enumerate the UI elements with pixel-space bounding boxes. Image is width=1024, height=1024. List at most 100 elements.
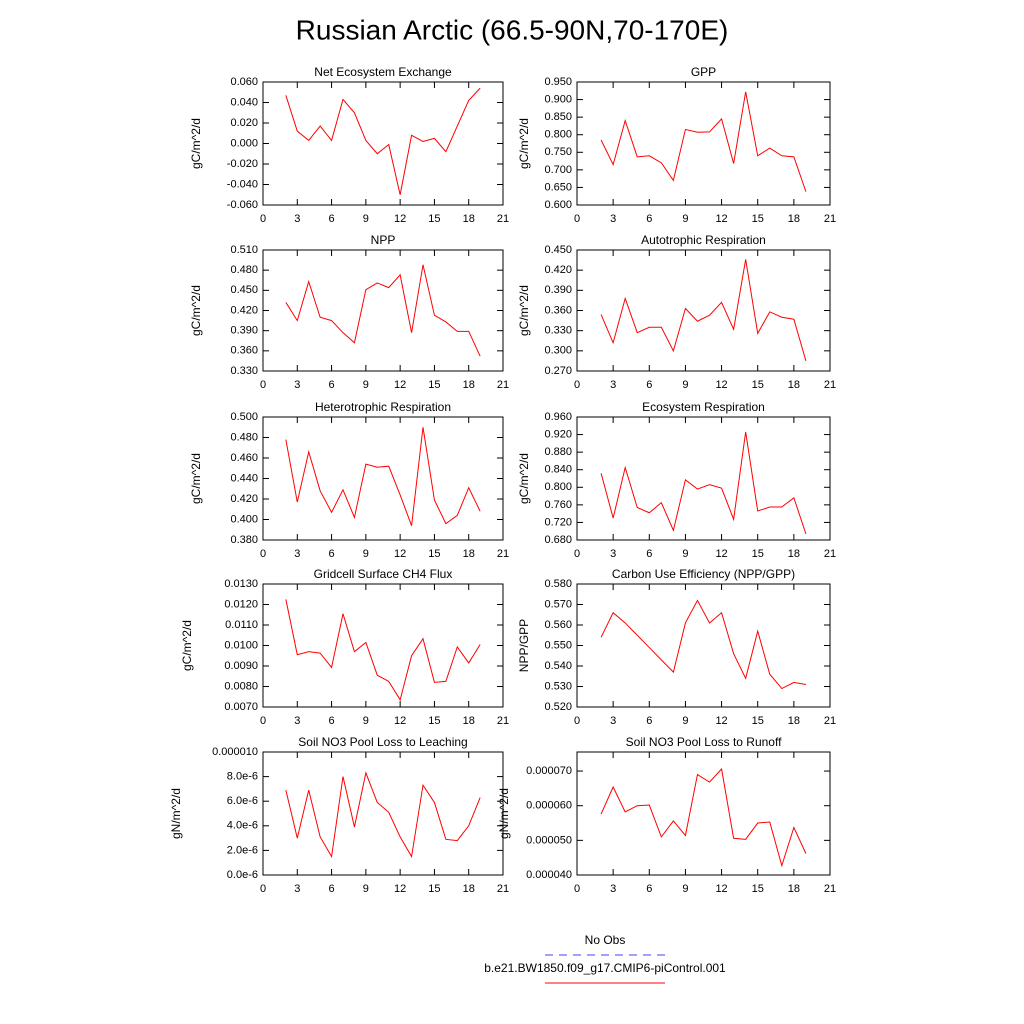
plot-frame	[262, 416, 504, 541]
y-axis-label: gC/m^2/d	[517, 285, 531, 336]
x-tick-label: 6	[329, 379, 335, 391]
y-tick-label: 0.580	[544, 578, 572, 590]
y-axis-label: gC/m^2/d	[517, 453, 531, 504]
y-tick-label: 0.460	[230, 452, 258, 464]
y-tick-label: 0.390	[230, 325, 258, 337]
plot-frame	[576, 751, 831, 876]
legend-label: b.e21.BW1850.f09_g17.CMIP6-piControl.001	[484, 961, 726, 975]
x-tick-label: 9	[682, 715, 688, 727]
y-tick-label: -0.060	[227, 199, 258, 211]
x-tick-label: 21	[497, 883, 509, 895]
x-tick-label: 6	[646, 548, 652, 560]
x-tick-label: 18	[788, 213, 800, 225]
y-tick-label: 0.0070	[224, 701, 258, 713]
panel-title: Net Ecosystem Exchange	[314, 65, 452, 79]
x-tick-label: 21	[824, 548, 836, 560]
y-tick-label: 0.300	[544, 345, 572, 357]
plot-frame	[576, 81, 831, 206]
y-tick-label: 0.360	[544, 304, 572, 316]
x-tick-label: 18	[463, 548, 475, 560]
data-line	[600, 91, 807, 192]
x-tick-label: 6	[329, 548, 335, 560]
x-tick-label: 21	[497, 715, 509, 727]
y-tick-label: 0.330	[230, 365, 258, 377]
y-tick-label: 0.0080	[224, 680, 258, 692]
x-tick-label: 12	[715, 379, 727, 391]
plot-frame	[262, 583, 504, 708]
y-axis-label: gC/m^2/d	[189, 118, 203, 169]
x-tick-label: 18	[463, 715, 475, 727]
x-tick-label: 12	[394, 548, 406, 560]
y-tick-label: 0.330	[544, 325, 572, 337]
y-tick-label: 0.400	[230, 513, 258, 525]
x-tick-label: 12	[394, 883, 406, 895]
y-tick-label: 0.000050	[526, 834, 572, 846]
x-tick-label: 6	[329, 715, 335, 727]
x-tick-label: 12	[394, 213, 406, 225]
y-tick-label: 0.520	[544, 701, 572, 713]
x-tick-label: 12	[715, 883, 727, 895]
x-tick-label: 3	[294, 213, 300, 225]
y-tick-label: 0.680	[544, 534, 572, 546]
y-tick-label: -0.020	[227, 158, 258, 170]
y-tick-label: 0.420	[544, 264, 572, 276]
x-tick-label: 21	[497, 548, 509, 560]
x-tick-label: 21	[824, 883, 836, 895]
main-title: Russian Arctic (66.5-90N,70-170E)	[296, 14, 729, 45]
x-tick-label: 9	[682, 379, 688, 391]
y-axis-label: gN/m^2/d	[497, 788, 511, 839]
y-tick-label: 0.020	[230, 117, 258, 129]
x-tick-label: 0	[260, 548, 266, 560]
y-tick-label: 0.800	[544, 129, 572, 141]
y-tick-label: 0.880	[544, 446, 572, 458]
legend-label: No Obs	[585, 933, 626, 947]
y-tick-label: 8.0e-6	[227, 771, 258, 783]
x-tick-label: 15	[428, 379, 440, 391]
x-tick-label: 3	[294, 883, 300, 895]
x-tick-label: 3	[294, 715, 300, 727]
x-tick-label: 9	[363, 379, 369, 391]
y-tick-label: 0.0110	[225, 619, 258, 631]
y-axis-label: gC/m^2/d	[189, 285, 203, 336]
x-tick-label: 18	[788, 715, 800, 727]
y-tick-label: 0.440	[230, 472, 258, 484]
y-tick-label: 0.000010	[212, 746, 258, 758]
x-tick-label: 12	[394, 379, 406, 391]
x-tick-label: 21	[824, 715, 836, 727]
plot-frame	[262, 751, 504, 876]
y-tick-label: 0.380	[230, 534, 258, 546]
data-line	[285, 771, 481, 859]
x-tick-label: 15	[428, 213, 440, 225]
x-tick-label: 12	[715, 715, 727, 727]
x-tick-label: 3	[610, 379, 616, 391]
x-tick-label: 18	[788, 883, 800, 895]
y-tick-label: 0.0100	[224, 639, 258, 651]
plot-frame	[576, 416, 831, 541]
x-tick-label: 0	[260, 379, 266, 391]
data-line	[285, 264, 481, 357]
x-tick-label: 15	[752, 548, 764, 560]
y-tick-label: 0.550	[544, 639, 572, 651]
data-line	[285, 87, 481, 195]
x-tick-label: 9	[363, 548, 369, 560]
x-tick-label: 9	[682, 883, 688, 895]
x-tick-label: 0	[260, 715, 266, 727]
x-tick-label: 15	[752, 213, 764, 225]
x-tick-label: 6	[646, 715, 652, 727]
y-tick-label: 0.720	[544, 516, 572, 528]
panel-title: Ecosystem Respiration	[642, 400, 765, 414]
y-tick-label: 0.800	[544, 481, 572, 493]
y-tick-label: 0.000	[230, 137, 258, 149]
plot-frame	[576, 249, 831, 372]
y-tick-label: 0.0130	[224, 578, 258, 590]
panel-title: GPP	[691, 65, 716, 79]
y-tick-label: 0.570	[544, 598, 572, 610]
x-tick-label: 3	[610, 213, 616, 225]
x-tick-label: 15	[428, 883, 440, 895]
y-tick-label: -0.040	[227, 178, 258, 190]
x-tick-label: 18	[788, 548, 800, 560]
panel-title: Heterotrophic Respiration	[315, 400, 451, 414]
plot-frame	[262, 249, 504, 372]
x-tick-label: 21	[824, 213, 836, 225]
y-axis-label: gC/m^2/d	[180, 620, 194, 671]
